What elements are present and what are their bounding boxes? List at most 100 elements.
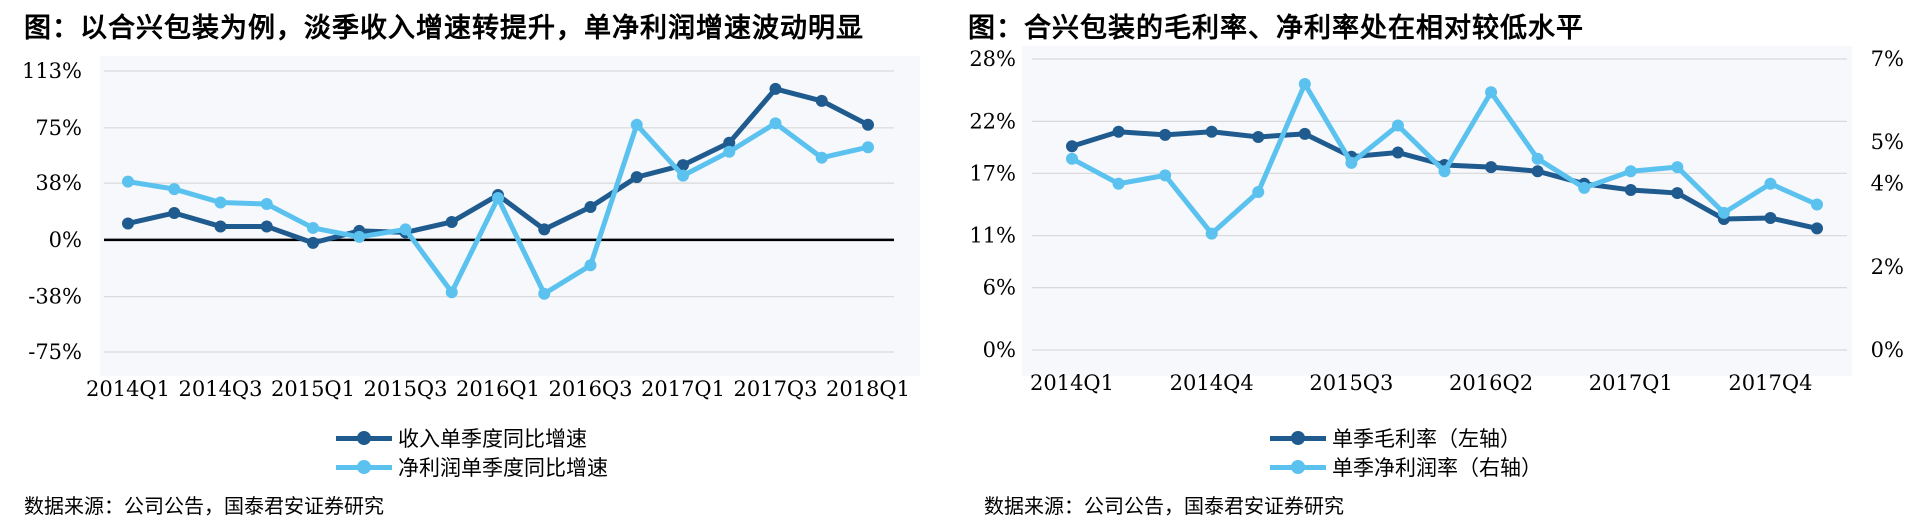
x-tick-label: 2014Q4 bbox=[1170, 371, 1254, 395]
x-tick-label: 2017Q4 bbox=[1728, 371, 1812, 395]
data-point bbox=[1671, 187, 1683, 199]
left-source-note: 数据来源：公司公告，国泰君安证券研究 bbox=[24, 490, 384, 519]
y-tick-label: 113% bbox=[22, 59, 82, 83]
data-point bbox=[1159, 129, 1171, 141]
data-point bbox=[261, 220, 273, 232]
data-point bbox=[1066, 140, 1078, 152]
legend-item-net-profit-growth: 净利润单季度同比增速 bbox=[336, 452, 608, 481]
data-point bbox=[538, 288, 550, 300]
data-point bbox=[677, 170, 689, 182]
x-tick-label: 2018Q1 bbox=[826, 377, 910, 401]
data-point bbox=[1206, 126, 1218, 138]
data-point bbox=[353, 231, 365, 243]
x-tick-label: 2016Q2 bbox=[1449, 371, 1533, 395]
y-tick-label: 17% bbox=[969, 161, 1016, 185]
data-point bbox=[168, 207, 180, 219]
data-point bbox=[1066, 153, 1078, 165]
data-point bbox=[1439, 165, 1451, 177]
y-tick-label: -75% bbox=[28, 340, 82, 364]
data-point bbox=[122, 217, 134, 229]
series-line-1 bbox=[1072, 132, 1817, 229]
data-point bbox=[400, 223, 412, 235]
right-legend: 单季毛利率（左轴） 单季净利润率（右轴） bbox=[1270, 423, 1542, 481]
legend-label: 单季毛利率（左轴） bbox=[1332, 423, 1521, 453]
data-point bbox=[1345, 157, 1357, 169]
data-point bbox=[261, 198, 273, 210]
data-point bbox=[1532, 153, 1544, 165]
data-point bbox=[585, 201, 597, 213]
data-point bbox=[1578, 182, 1590, 194]
data-point bbox=[215, 220, 227, 232]
x-tick-label: 2015Q3 bbox=[1309, 371, 1393, 395]
y-tick-label: 0% bbox=[49, 228, 82, 252]
data-point bbox=[1485, 86, 1497, 98]
legend-line-dot-marker bbox=[1270, 460, 1326, 474]
y2-tick-label: 0% bbox=[1871, 338, 1904, 362]
data-point bbox=[770, 117, 782, 129]
data-point bbox=[1206, 228, 1218, 240]
data-point bbox=[862, 141, 874, 153]
legend-line-dot-marker bbox=[336, 460, 392, 474]
data-point bbox=[1811, 199, 1823, 211]
y-tick-label: -38% bbox=[28, 285, 82, 309]
data-point bbox=[1764, 212, 1776, 224]
data-point bbox=[1392, 120, 1404, 132]
data-point bbox=[1485, 161, 1497, 173]
data-point bbox=[1299, 128, 1311, 140]
y-tick-label: 11% bbox=[969, 224, 1016, 248]
y-tick-label: 28% bbox=[969, 47, 1016, 71]
legend-label: 净利润单季度同比增速 bbox=[398, 452, 608, 482]
data-point bbox=[816, 95, 828, 107]
data-point bbox=[168, 183, 180, 195]
data-point bbox=[1159, 169, 1171, 181]
data-point bbox=[1764, 178, 1776, 190]
data-point bbox=[862, 119, 874, 131]
right-chart-panel: 图：合兴包装的毛利率、净利率处在相对较低水平 0%6%11%17%22%28%0… bbox=[960, 0, 1920, 531]
y-tick-label: 75% bbox=[35, 116, 82, 140]
data-point bbox=[631, 171, 643, 183]
x-tick-label: 2017Q1 bbox=[1589, 371, 1673, 395]
left-chart-panel: 图：以合兴包装为例，淡季收入增速转提升，单净利润增速波动明显 -75%-38%0… bbox=[0, 0, 960, 531]
x-tick-label: 2014Q1 bbox=[86, 377, 170, 401]
legend-item-net-margin: 单季净利润率（右轴） bbox=[1270, 452, 1542, 481]
data-point bbox=[1671, 161, 1683, 173]
series-line-2 bbox=[128, 123, 868, 293]
data-point bbox=[538, 223, 550, 235]
legend-item-revenue-growth: 收入单季度同比增速 bbox=[336, 423, 608, 452]
x-tick-label: 2015Q3 bbox=[363, 377, 447, 401]
x-tick-label: 2015Q1 bbox=[271, 377, 355, 401]
legend-label: 收入单季度同比增速 bbox=[398, 423, 587, 453]
y2-tick-label: 2% bbox=[1871, 255, 1904, 279]
y-tick-label: 38% bbox=[35, 171, 82, 195]
data-point bbox=[307, 237, 319, 249]
data-point bbox=[1252, 131, 1264, 143]
data-point bbox=[585, 259, 597, 271]
y2-tick-label: 4% bbox=[1871, 172, 1904, 196]
data-point bbox=[446, 216, 458, 228]
left-legend: 收入单季度同比增速 净利润单季度同比增速 bbox=[336, 423, 608, 481]
series-line-1 bbox=[128, 89, 868, 243]
data-point bbox=[723, 146, 735, 158]
data-point bbox=[770, 83, 782, 95]
y-tick-label: 22% bbox=[969, 109, 1016, 133]
data-point bbox=[1718, 207, 1730, 219]
y-tick-label: 0% bbox=[983, 338, 1016, 362]
data-point bbox=[1113, 178, 1125, 190]
x-tick-label: 2014Q1 bbox=[1030, 371, 1114, 395]
legend-line-dot-marker bbox=[1270, 431, 1326, 445]
data-point bbox=[1625, 184, 1637, 196]
data-point bbox=[631, 119, 643, 131]
data-point bbox=[492, 192, 504, 204]
legend-line-dot-marker bbox=[336, 431, 392, 445]
y-tick-label: 6% bbox=[983, 276, 1016, 300]
data-point bbox=[122, 176, 134, 188]
legend-label: 单季净利润率（右轴） bbox=[1332, 452, 1542, 482]
x-tick-label: 2017Q3 bbox=[733, 377, 817, 401]
x-tick-label: 2014Q3 bbox=[178, 377, 262, 401]
y2-tick-label: 5% bbox=[1871, 130, 1904, 154]
x-tick-label: 2016Q3 bbox=[548, 377, 632, 401]
data-point bbox=[1252, 186, 1264, 198]
data-point bbox=[307, 222, 319, 234]
data-point bbox=[816, 152, 828, 164]
legend-item-gross-margin: 单季毛利率（左轴） bbox=[1270, 423, 1542, 452]
